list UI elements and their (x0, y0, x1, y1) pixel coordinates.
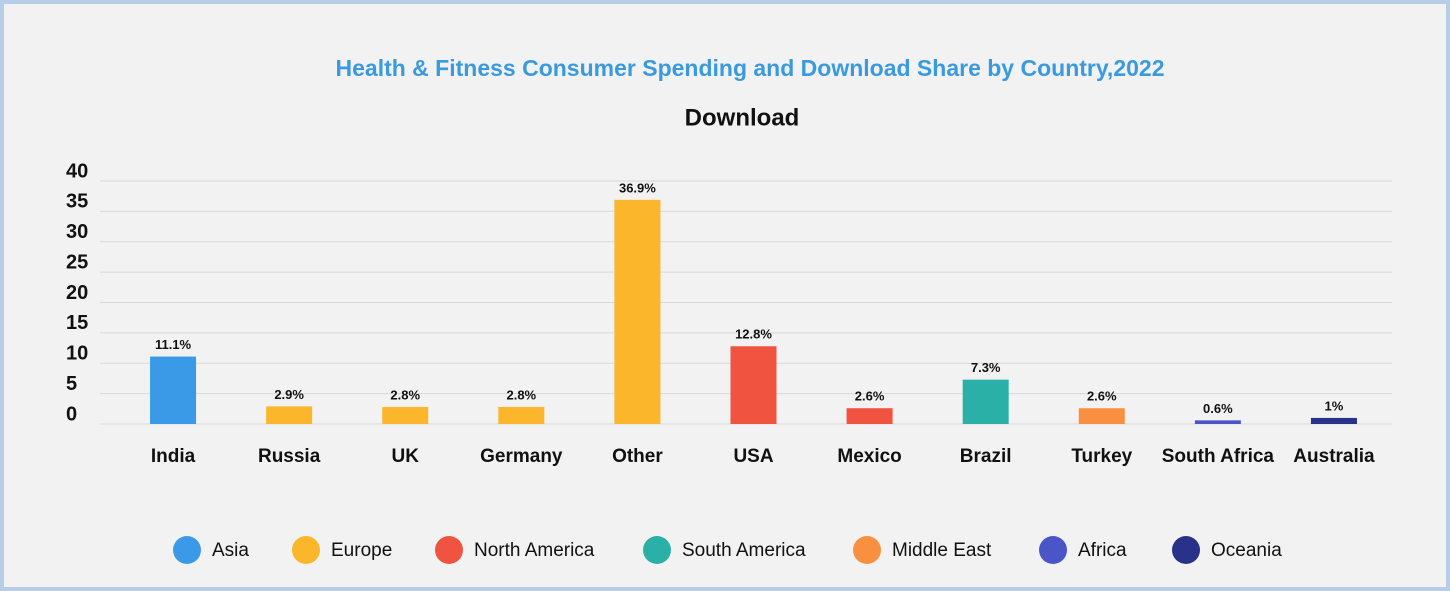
bar (498, 406, 545, 424)
legend-label: Europe (331, 540, 392, 561)
x-tick-label: Germany (480, 446, 563, 467)
legend-label: Middle East (892, 540, 992, 561)
value-label: 11.1% (155, 337, 192, 352)
bar (382, 406, 429, 424)
value-label: 0.6% (1203, 401, 1233, 416)
y-tick-label: 20 (66, 282, 88, 304)
y-tick-label: 5 (66, 373, 77, 395)
x-tick-label: UK (392, 446, 420, 467)
y-tick-label: 15 (66, 312, 88, 334)
value-label: 2.8% (506, 387, 536, 402)
value-label: 2.9% (274, 387, 304, 402)
bar (1078, 408, 1125, 424)
bar (730, 346, 777, 424)
y-tick-label: 40 (66, 160, 88, 182)
x-tick-label: Other (612, 446, 663, 467)
x-tick-label: Turkey (1071, 446, 1132, 467)
chart-subtitle: Download (685, 104, 800, 131)
bar (266, 406, 313, 424)
legend-swatch (643, 536, 671, 564)
value-label: 36.9% (619, 180, 656, 195)
bar (150, 356, 197, 424)
legend-swatch (435, 536, 463, 564)
value-label: 2.6% (855, 389, 885, 404)
y-tick-label: 10 (66, 343, 88, 365)
value-label: 7.3% (971, 360, 1001, 375)
x-tick-label: Mexico (837, 446, 901, 467)
y-tick-label: 35 (66, 191, 88, 213)
bar (846, 408, 893, 424)
legend-label: Asia (212, 540, 249, 561)
legend-label: Oceania (1211, 540, 1282, 561)
legend-swatch (292, 536, 320, 564)
value-label: 12.8% (735, 327, 772, 342)
y-tick-label: 0 (66, 403, 77, 425)
legend-swatch (1172, 536, 1200, 564)
bar (1310, 417, 1357, 424)
x-tick-label: South Africa (1162, 446, 1275, 467)
legend-label: South America (682, 540, 806, 561)
bar (962, 379, 1009, 424)
x-tick-label: India (151, 446, 196, 467)
chart-title: Health & Fitness Consumer Spending and D… (336, 55, 1165, 81)
value-label: 1% (1325, 398, 1344, 413)
y-tick-label: 30 (66, 221, 88, 243)
legend-label: Africa (1078, 540, 1127, 561)
bar (1194, 420, 1241, 424)
x-tick-label: Russia (258, 446, 321, 467)
x-tick-label: Australia (1293, 446, 1375, 467)
legend-label: North America (474, 540, 595, 561)
value-label: 2.8% (390, 387, 420, 402)
y-tick-label: 25 (66, 251, 88, 273)
value-label: 2.6% (1087, 389, 1117, 404)
legend-swatch (1039, 536, 1067, 564)
legend-swatch (853, 536, 881, 564)
bar (614, 199, 661, 424)
legend-swatch (173, 536, 201, 564)
x-tick-label: USA (733, 446, 773, 467)
x-tick-label: Brazil (960, 446, 1012, 467)
